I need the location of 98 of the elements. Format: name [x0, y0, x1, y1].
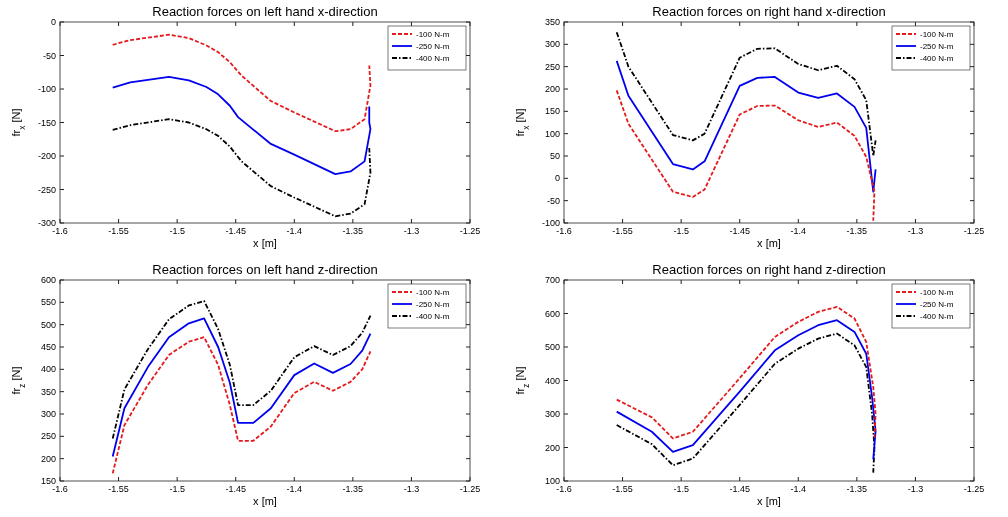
x-tick-label: -1.5	[169, 484, 185, 494]
chart-title: Reaction forces on right hand x-direction	[652, 4, 886, 19]
x-tick-label: -1.25	[459, 226, 481, 236]
y-tick-label: 300	[544, 409, 560, 420]
x-tick-label: -1.45	[729, 484, 750, 494]
x-tick-label: -1.4	[790, 226, 807, 236]
y-tick-label: 250	[40, 431, 56, 442]
legend-label: -250 N-m	[416, 42, 450, 51]
legend-label: -250 N-m	[416, 300, 450, 309]
y-tick-label: 450	[40, 342, 56, 353]
line-series	[615, 31, 877, 157]
line-series	[111, 336, 372, 475]
y-tick-label: 600	[544, 308, 560, 319]
x-tick-label: -1.3	[403, 484, 420, 494]
x-tick-label: -1.35	[342, 484, 364, 494]
x-tick-label: -1.5	[169, 226, 185, 236]
x-tick-label: -1.55	[108, 226, 129, 236]
x-tick-label: -1.3	[403, 226, 420, 236]
y-tick-label: 350	[544, 17, 560, 28]
y-tick-label: 400	[544, 375, 560, 386]
x-tick-label: -1.6	[52, 226, 68, 236]
line-series	[111, 300, 372, 440]
y-tick-label: 200	[40, 453, 56, 464]
line-series	[111, 33, 372, 133]
x-tick-label: -1.6	[556, 484, 572, 494]
y-tick-label: -300	[37, 218, 56, 229]
legend-label: -400 N-m	[416, 312, 450, 321]
y-tick-label: 400	[40, 364, 56, 375]
x-tick-label: -1.45	[225, 226, 246, 236]
line-series	[111, 118, 372, 218]
x-tick-label: -1.25	[459, 484, 481, 494]
x-tick-label: -1.3	[907, 226, 924, 236]
chart-title: Reaction forces on left hand z-direction	[152, 262, 378, 277]
y-tick-label: 700	[544, 275, 560, 286]
y-tick-label: 100	[544, 128, 560, 139]
chart-title: Reaction forces on left hand x-direction	[152, 4, 378, 19]
y-tick-label: 200	[544, 442, 560, 453]
y-tick-label: -250	[37, 184, 56, 195]
x-tick-label: -1.5	[673, 484, 689, 494]
y-tick-label: 300	[40, 409, 56, 420]
x-tick-label: -1.5	[673, 226, 689, 236]
x-tick-label: -1.4	[286, 226, 303, 236]
x-tick-label: -1.6	[52, 484, 68, 494]
line-series	[615, 332, 876, 474]
x-tick-label: -1.45	[729, 226, 750, 236]
y-tick-label: 350	[40, 386, 56, 397]
x-tick-label: -1.6	[556, 226, 572, 236]
line-series	[111, 76, 372, 175]
y-tick-label: -100	[541, 218, 560, 229]
y-tick-label: -200	[37, 151, 56, 162]
x-tick-label: -1.25	[963, 226, 985, 236]
y-tick-label: -100	[37, 84, 56, 95]
x-tick-label: -1.45	[225, 484, 246, 494]
y-tick-label: 550	[40, 297, 56, 308]
line-series	[111, 317, 372, 458]
x-tick-label: -1.4	[286, 484, 303, 494]
y-tick-label: -50	[42, 50, 56, 61]
y-tick-label: -150	[37, 117, 56, 128]
legend-label: -400 N-m	[920, 312, 954, 321]
y-tick-label: 500	[40, 319, 56, 330]
line-series	[615, 305, 877, 440]
y-tick-label: 600	[40, 275, 56, 286]
chart-title: Reaction forces on right hand z-direction	[652, 262, 886, 277]
legend-label: -100 N-m	[416, 288, 450, 297]
y-tick-label: 150	[40, 476, 56, 487]
x-tick-label: -1.25	[963, 484, 985, 494]
y-tick-label: 100	[544, 476, 560, 487]
x-tick-label: -1.55	[612, 226, 633, 236]
x-tick-label: -1.35	[846, 226, 868, 236]
x-tick-label: -1.55	[108, 484, 129, 494]
y-tick-label: 500	[544, 342, 560, 353]
line-series	[615, 59, 877, 193]
y-tick-label: -50	[546, 195, 560, 206]
legend-label: -100 N-m	[920, 30, 954, 39]
legend-label: -100 N-m	[416, 30, 450, 39]
legend-label: -250 N-m	[920, 300, 954, 309]
x-axis-title: x [m]	[253, 495, 277, 507]
x-tick-label: -1.35	[342, 226, 364, 236]
x-axis-title: x [m]	[757, 495, 781, 507]
line-series	[615, 319, 877, 461]
legend-label: -400 N-m	[920, 54, 954, 63]
legend-label: -400 N-m	[416, 54, 450, 63]
x-tick-label: -1.3	[907, 484, 924, 494]
y-tick-label: 150	[544, 106, 560, 117]
legend-label: -100 N-m	[920, 288, 954, 297]
x-axis-title: x [m]	[757, 237, 781, 249]
x-axis-title: x [m]	[253, 237, 277, 249]
legend-label: -250 N-m	[920, 42, 954, 51]
y-tick-label: 0	[50, 17, 56, 28]
x-tick-label: -1.55	[612, 484, 633, 494]
line-series	[615, 89, 876, 222]
y-tick-label: 50	[549, 151, 560, 162]
x-tick-label: -1.4	[790, 484, 807, 494]
y-tick-label: 200	[544, 84, 560, 95]
y-tick-label: 0	[554, 173, 560, 184]
y-tick-label: 250	[544, 61, 560, 72]
y-tick-label: 300	[544, 39, 560, 50]
x-tick-label: -1.35	[846, 484, 868, 494]
